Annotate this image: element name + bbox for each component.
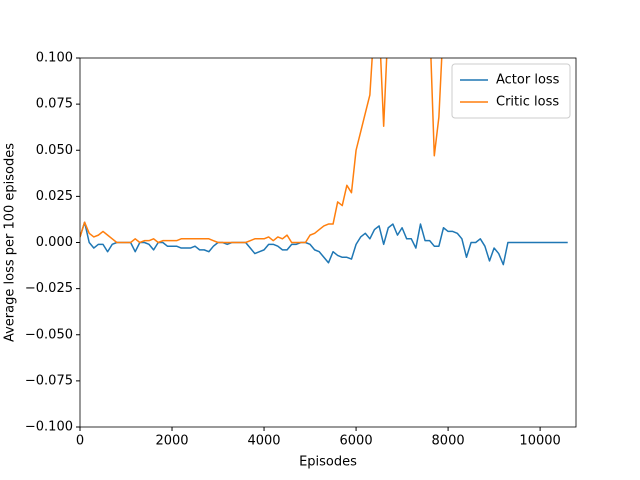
axes-frame <box>79 57 577 428</box>
y-tick-label: 0.025 <box>36 189 73 204</box>
x-axis-label: Episodes <box>299 455 357 470</box>
x-tick-label: 6000 <box>340 434 373 449</box>
y-tick-label: −0.075 <box>25 373 73 388</box>
legend-label: Critic loss <box>496 95 559 110</box>
line <box>80 221 568 266</box>
line <box>80 58 443 244</box>
x-tick-label: 4000 <box>247 434 280 449</box>
plot-area <box>80 58 568 266</box>
y-axis-label: Average loss per 100 episodes <box>3 143 18 342</box>
y-tick-label: 0.000 <box>36 235 73 250</box>
y-tick-label: −0.050 <box>25 327 73 342</box>
y-tick-label: 0.075 <box>36 97 73 112</box>
x-tick-label: 2000 <box>155 434 188 449</box>
y-tick-label: 0.100 <box>36 51 73 66</box>
legend-label: Actor loss <box>496 73 560 88</box>
x-tick-label: 8000 <box>432 434 465 449</box>
y-tick-label: −0.025 <box>25 281 73 296</box>
x-tick-label: 10000 <box>519 434 560 449</box>
x-tick-label: 0 <box>76 434 84 449</box>
y-tick-label: 0.050 <box>36 143 73 158</box>
y-tick-label: −0.100 <box>25 420 73 435</box>
legend-box <box>451 63 571 119</box>
